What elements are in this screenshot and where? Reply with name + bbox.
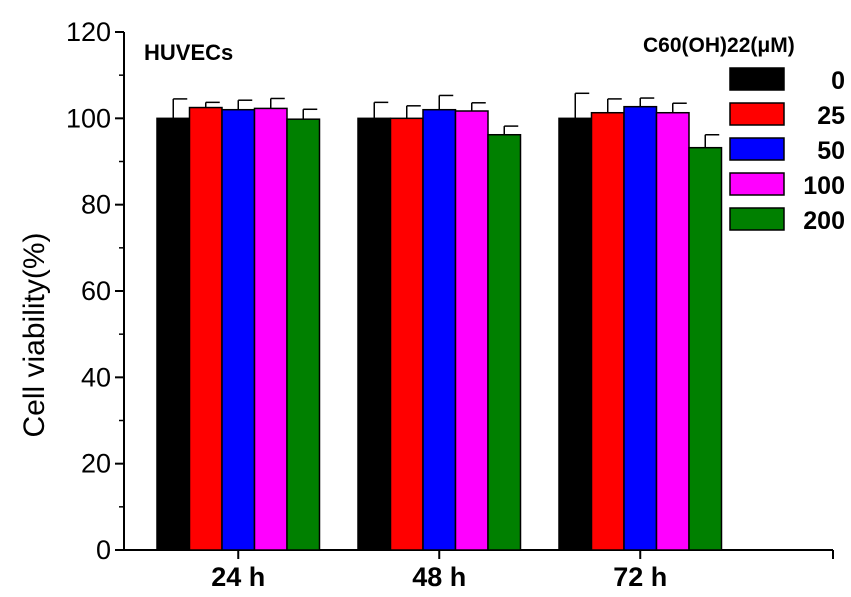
legend-swatch bbox=[729, 172, 785, 196]
bar bbox=[623, 105, 658, 551]
bar bbox=[286, 118, 321, 551]
legend-swatch bbox=[729, 207, 785, 231]
y-tick-label: 40 bbox=[81, 362, 111, 392]
legend-label: 0 bbox=[831, 67, 845, 95]
legend-label: 100 bbox=[803, 172, 845, 200]
legend-label: 25 bbox=[817, 102, 845, 130]
y-tick-label: 100 bbox=[66, 103, 111, 133]
legend-swatch bbox=[729, 102, 785, 126]
y-tick-label: 120 bbox=[66, 17, 111, 47]
legend-swatch bbox=[729, 67, 785, 91]
legend-title: C60(OH)22(μM) bbox=[643, 34, 795, 57]
legend-swatch bbox=[729, 137, 785, 161]
y-tick-label: 0 bbox=[96, 535, 111, 565]
bar bbox=[221, 108, 256, 551]
bar bbox=[156, 117, 191, 551]
legend-label: 50 bbox=[817, 137, 845, 165]
bar bbox=[253, 107, 288, 551]
legend-label: 200 bbox=[803, 207, 845, 235]
bar bbox=[454, 110, 489, 551]
x-tick-label: 72 h bbox=[613, 562, 667, 592]
x-tick-label: 48 h bbox=[412, 562, 466, 592]
y-tick-label: 20 bbox=[81, 449, 111, 479]
y-tick-label: 60 bbox=[81, 276, 111, 306]
bars-group bbox=[156, 92, 723, 551]
axes-group: 0 20 40 60 80 100 120 24 h 48 h 72 h bbox=[66, 17, 834, 592]
x-tick-label: 24 h bbox=[211, 562, 265, 592]
chart-title: HUVECs bbox=[144, 40, 233, 65]
y-axis-label: Cell viability(%) bbox=[18, 232, 51, 437]
bar bbox=[558, 117, 593, 551]
bar bbox=[590, 111, 625, 551]
y-tick-label: 80 bbox=[81, 190, 111, 220]
bar bbox=[188, 106, 223, 551]
bar bbox=[357, 117, 392, 551]
bar bbox=[655, 111, 690, 551]
legend: 0 25 50 100 200 bbox=[729, 67, 845, 235]
bar bbox=[688, 146, 723, 551]
bar bbox=[487, 133, 522, 551]
bar bbox=[422, 108, 457, 551]
bar bbox=[389, 117, 424, 551]
